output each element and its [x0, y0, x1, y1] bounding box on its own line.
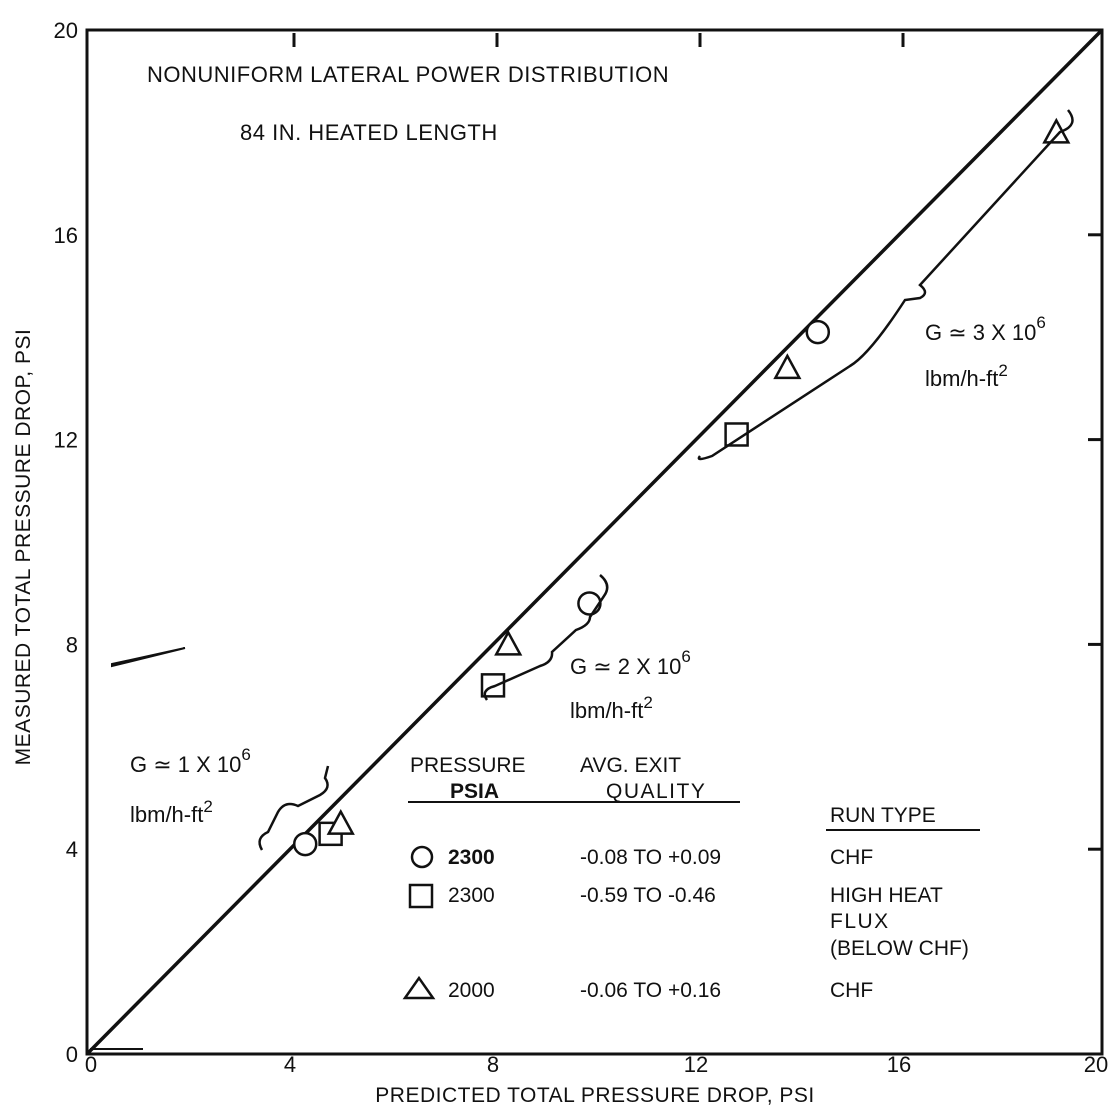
brace-g1	[258, 765, 330, 851]
annotation-g1: G ≃ 1 X 106 lbm/h-ft2	[130, 745, 251, 827]
x-tick-label: 20	[1084, 1052, 1108, 1077]
data-point-triangle	[326, 808, 355, 835]
chart-title-line1: NONUNIFORM LATERAL POWER DISTRIBUTION	[147, 62, 669, 87]
legend-row2-run-type-1: HIGH HEAT	[830, 884, 943, 907]
y-tick-label: 8	[66, 632, 78, 657]
legend-header-run-type: RUN TYPE	[830, 804, 936, 827]
legend-header-quality: QUALITY	[606, 780, 706, 803]
legend-row1-quality: -0.08 TO +0.09	[580, 846, 721, 869]
brace-g3	[697, 109, 1074, 461]
data-point-circle	[805, 319, 831, 345]
legend-triangle-icon	[402, 975, 436, 1000]
legend: PRESSURE PSIA AVG. EXIT QUALITY RUN TYPE…	[402, 754, 980, 1002]
y-tick-label: 16	[54, 223, 78, 248]
data-point-triangle	[494, 629, 523, 656]
origin-stroke-mark	[111, 647, 186, 668]
legend-circle-icon	[410, 845, 434, 869]
legend-row2-quality: -0.59 TO -0.46	[580, 884, 716, 907]
legend-header-pressure: PRESSURE	[410, 754, 526, 777]
legend-row3-run-type: CHF	[830, 979, 873, 1002]
legend-row3-quality: -0.06 TO +0.16	[580, 979, 721, 1002]
brace-g2	[483, 574, 609, 701]
tick-marks	[292, 33, 1102, 851]
data-point-circle	[577, 591, 602, 616]
legend-header-psia: PSIA	[450, 780, 499, 803]
y-tick-label: 0	[66, 1042, 78, 1067]
svg-text:lbm/h-ft2: lbm/h-ft2	[130, 797, 213, 827]
svg-text:G ≃ 1 X 106: G ≃ 1 X 106	[130, 745, 251, 777]
svg-text:lbm/h-ft2: lbm/h-ft2	[570, 693, 653, 723]
x-tick-label: 16	[887, 1052, 911, 1077]
svg-text:G ≃ 2 X 106: G ≃ 2 X 106	[570, 647, 691, 679]
y-tick-label: 20	[54, 18, 78, 43]
x-tick-label: 8	[487, 1052, 499, 1077]
legend-row3-pressure: 2000	[448, 979, 495, 1002]
svg-text:G ≃ 3 X 106: G ≃ 3 X 106	[925, 313, 1046, 345]
y-axis-label: MEASURED TOTAL PRESSURE DROP, PSI	[12, 329, 35, 766]
reference-line	[85, 28, 1104, 1056]
data-point-square	[724, 422, 749, 447]
x-tick-label: 4	[284, 1052, 296, 1077]
x-tick-label: 0	[85, 1052, 97, 1077]
annotation-g2: G ≃ 2 X 106 lbm/h-ft2	[570, 647, 691, 723]
x-tick-label: 12	[684, 1052, 708, 1077]
legend-header-exit: AVG. EXIT	[580, 754, 681, 777]
data-point-triangle	[773, 353, 802, 380]
y-tick-label: 4	[66, 837, 78, 862]
chart-title-line2: 84 IN. HEATED LENGTH	[240, 120, 498, 145]
legend-row1-pressure: 2300	[448, 846, 495, 869]
legend-square-icon	[408, 883, 434, 909]
legend-row2-pressure: 2300	[448, 884, 495, 907]
legend-row2-run-type-3: (BELOW CHF)	[830, 937, 969, 960]
tick-labels: 0 4 8 12 16 20 0 4 8 12 16 20	[54, 18, 1109, 1077]
data-markers	[292, 117, 1071, 857]
legend-row2-run-type-2: FLUX	[830, 910, 890, 933]
legend-row1-run-type: CHF	[830, 846, 873, 869]
y-tick-label: 12	[54, 428, 78, 453]
annotation-g3: G ≃ 3 X 106 lbm/h-ft2	[925, 313, 1046, 391]
x-axis-label: PREDICTED TOTAL PRESSURE DROP, PSI	[375, 1084, 814, 1107]
data-point-circle	[292, 831, 318, 857]
plot-frame	[85, 28, 1104, 1056]
svg-text:lbm/h-ft2: lbm/h-ft2	[925, 361, 1008, 391]
